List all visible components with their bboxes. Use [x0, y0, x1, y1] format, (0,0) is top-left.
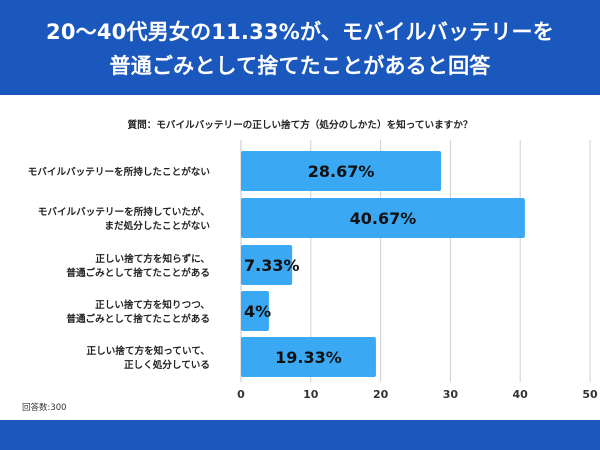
- category-label-0-0: モバイルバッテリーを所持したことがない: [28, 166, 211, 178]
- category-label-2-0: 正しい捨て方を知らずに、: [95, 253, 210, 265]
- category-label-1-1: まだ処分したことがない: [104, 220, 210, 232]
- survey-question: 質問：モバイルバッテリーの正しい捨て方（処分のしかた）を知っていますか？: [127, 120, 473, 131]
- title-line-1: 20〜40代男女の11.33%が、モバイルバッテリーを: [46, 20, 554, 44]
- x-tick-label-0: 0: [237, 388, 245, 401]
- x-tick-label-50: 50: [582, 388, 598, 401]
- x-tick-label-30: 30: [443, 388, 459, 401]
- category-label-3-0: 正しい捨て方を知りつつ、: [95, 299, 210, 311]
- x-tick-label-10: 10: [303, 388, 319, 401]
- bar-2: [241, 245, 293, 285]
- category-label-4-0: 正しい捨て方を知っていて、: [87, 345, 210, 357]
- category-label-3-1: 普通ごみとして捨てたことがある: [66, 313, 210, 325]
- category-label-2-1: 普通ごみとして捨てたことがある: [66, 267, 210, 279]
- value-label-1: 40.67%: [350, 209, 417, 228]
- value-label-0: 28.67%: [308, 162, 375, 181]
- bar-1: [241, 198, 525, 238]
- category-label-4-1: 正しく処分している: [124, 359, 210, 371]
- value-label-4: 19.33%: [275, 348, 342, 367]
- value-label-2: 7.33%: [244, 256, 300, 275]
- title-line-2: 普通ごみとして捨てたことがあると回答: [109, 54, 491, 78]
- header-banner: 20〜40代男女の11.33%が、モバイルバッテリーを 普通ごみとして捨てたこと…: [0, 0, 600, 95]
- bar-chart: 0 10 20 30 40 50 28.67% モバイルバッテリーを所持したことがない 40.6…: [28, 140, 598, 401]
- value-label-3: 4%: [244, 302, 271, 321]
- x-tick-label-40: 40: [513, 388, 529, 401]
- respondent-count: 回答数:300: [22, 403, 67, 413]
- x-tick-label-20: 20: [373, 388, 389, 401]
- bar-3: [241, 291, 269, 331]
- bar-4: [241, 337, 376, 377]
- category-label-1-0: モバイルバッテリーを所持していたが、: [38, 206, 210, 218]
- footer-bar: [0, 420, 600, 450]
- bar-0: [241, 151, 442, 191]
